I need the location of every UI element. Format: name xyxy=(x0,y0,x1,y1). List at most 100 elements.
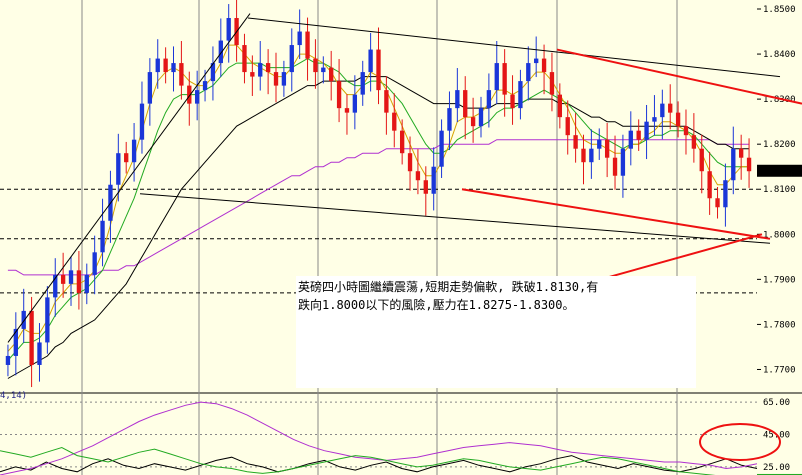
candle-body xyxy=(265,63,271,73)
price-tick-label-2: 1.8300 xyxy=(763,95,796,105)
candle-body xyxy=(731,148,736,181)
candle-body xyxy=(384,90,389,113)
candle-body xyxy=(360,72,365,95)
candle-body xyxy=(368,49,373,73)
trendline-1 xyxy=(247,17,781,78)
candle-body xyxy=(258,63,263,77)
candle-body xyxy=(470,117,476,127)
price-tick-label-4: 1.8100 xyxy=(763,185,796,195)
candle-body xyxy=(455,90,460,109)
candle-body xyxy=(305,31,310,59)
indicator-label: 4,14) xyxy=(0,391,28,401)
candle-body xyxy=(53,274,58,298)
candle-body xyxy=(573,135,578,149)
candle-body xyxy=(644,121,649,140)
trendline-0 xyxy=(7,13,251,343)
candle-body xyxy=(100,220,105,253)
candle-body xyxy=(415,171,421,181)
candle-body xyxy=(321,67,326,73)
candle-body xyxy=(604,139,610,158)
candle-body xyxy=(746,157,752,172)
candle-body xyxy=(344,108,350,113)
candle-body xyxy=(668,103,673,113)
last-price-label: 1.8141 xyxy=(762,167,795,177)
candle-body xyxy=(565,117,570,136)
candle-body xyxy=(715,198,720,208)
candle-body xyxy=(336,81,342,109)
candle-body xyxy=(124,153,129,163)
candle-body xyxy=(37,342,42,365)
candle-body xyxy=(155,58,160,73)
candle-body xyxy=(557,94,563,118)
candle-body xyxy=(423,180,428,194)
highlight-circle xyxy=(699,423,781,461)
candle-body xyxy=(242,45,247,73)
candle-body xyxy=(13,328,18,356)
candle-body xyxy=(541,58,547,73)
candle-body xyxy=(494,63,499,91)
candle-body xyxy=(549,72,555,95)
candle-body xyxy=(675,112,681,127)
candle-body xyxy=(439,130,444,167)
analysis-note-line2: 跌向1.8000以下的風險,壓力在1.8275-1.8300。 xyxy=(298,298,575,312)
candle-body xyxy=(171,63,176,73)
candle-body xyxy=(313,58,318,73)
candle-body xyxy=(581,148,586,163)
candle-body xyxy=(399,130,405,154)
candle-body xyxy=(589,148,594,163)
candle-body xyxy=(45,297,50,343)
candle-body xyxy=(376,49,381,91)
candle-body xyxy=(131,139,137,163)
candle-body xyxy=(76,270,82,293)
trendline-2 xyxy=(139,193,771,244)
candle-body xyxy=(281,72,287,86)
price-tick-label-0: 1.8500 xyxy=(763,5,796,15)
candle-body xyxy=(29,310,34,365)
candle-body xyxy=(163,58,168,73)
candle-body xyxy=(526,63,531,82)
candle-body xyxy=(218,40,223,64)
candle-body xyxy=(68,270,74,284)
price-tick-label-1: 1.8400 xyxy=(763,50,796,60)
candle-body xyxy=(226,18,231,41)
candle-body xyxy=(660,103,665,118)
indicator-series-1 xyxy=(0,401,758,475)
candle-body xyxy=(407,153,413,172)
candle-body xyxy=(92,252,97,275)
analysis-note-line1: 英磅四小時圖繼續震蕩,短期走勢偏軟, 跌破1.8130,有 xyxy=(298,280,599,294)
candle-body xyxy=(116,153,121,185)
indicator-last-box xyxy=(757,473,802,475)
indicator-tick-label-2: 25.00 xyxy=(763,463,790,473)
candle-body xyxy=(739,148,744,158)
candle-body xyxy=(597,139,602,149)
candle-body xyxy=(510,94,515,109)
price-tick-label-5: 1.8000 xyxy=(763,230,796,240)
candle-body xyxy=(691,135,697,149)
candle-body xyxy=(431,166,436,194)
candle-body xyxy=(297,31,302,46)
candle-body xyxy=(210,63,216,82)
trendline-3 xyxy=(556,48,802,105)
candle-body xyxy=(329,67,334,82)
candle-body xyxy=(352,94,358,113)
candle-body xyxy=(628,130,633,149)
candle-body xyxy=(187,85,192,104)
indicator-tick-label-0: 65.00 xyxy=(763,398,790,408)
candle-body xyxy=(194,90,200,104)
indicator-series-2 xyxy=(0,446,716,475)
analysis-note: 英磅四小時圖繼續震蕩,短期走勢偏軟, 跌破1.8130,有 跌向1.8000以下… xyxy=(296,276,696,388)
candle-body xyxy=(683,126,689,136)
price-tick-label-3: 1.8200 xyxy=(763,140,796,150)
candle-body xyxy=(250,72,255,77)
candle-body xyxy=(463,90,468,118)
candle-body xyxy=(147,72,153,104)
candle-body xyxy=(5,355,11,365)
candle-body xyxy=(723,180,728,208)
last-price-box xyxy=(757,164,802,177)
trendline-4 xyxy=(461,188,771,240)
candle-body xyxy=(84,274,89,293)
candle-body xyxy=(502,63,507,95)
candle-body xyxy=(179,63,184,86)
